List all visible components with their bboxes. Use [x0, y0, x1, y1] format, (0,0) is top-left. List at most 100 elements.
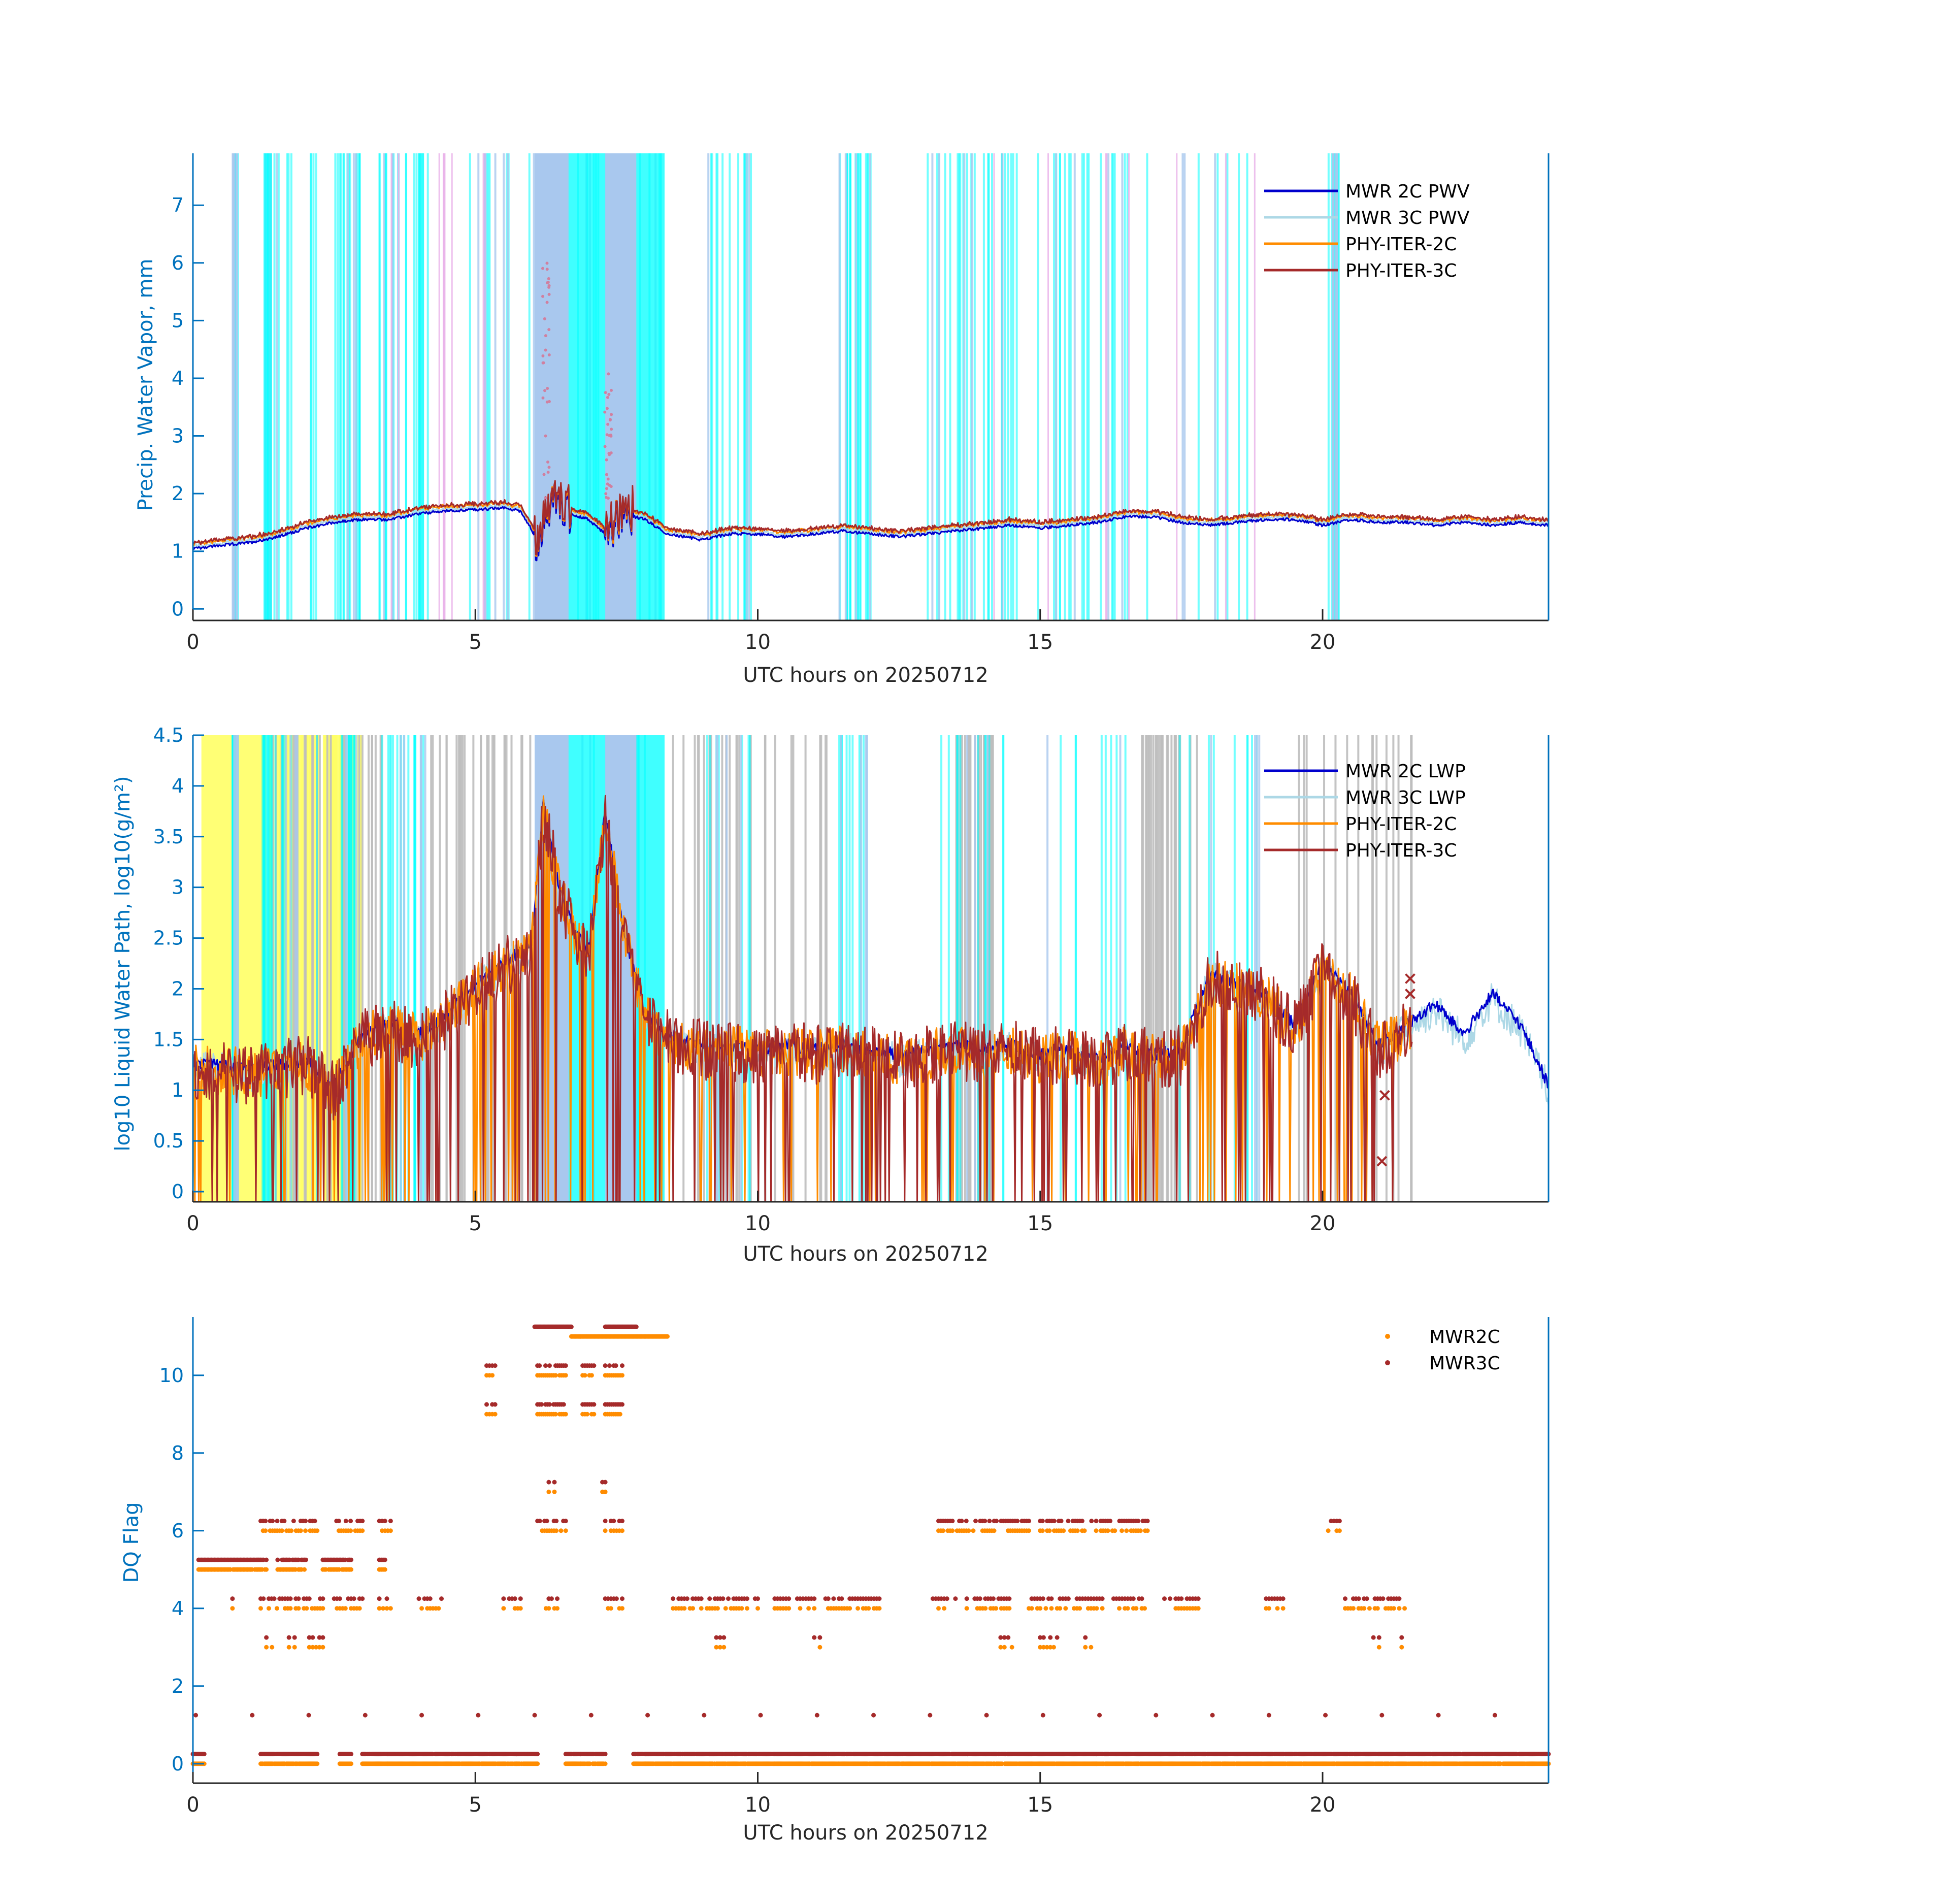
- pwv-heavy-span: [605, 153, 637, 620]
- dq-point-mwr2c-flag4: [1058, 1606, 1063, 1611]
- dq-point-mwr3c-flag6: [1337, 1519, 1342, 1524]
- dq-point-mwr3c-flag6: [1145, 1519, 1150, 1524]
- dq-point-mwr3c-flag4: [261, 1596, 266, 1601]
- dq-point-mwr3c-flag3: [998, 1635, 1003, 1640]
- pwv-rain-point: [609, 388, 613, 392]
- dq-point-mwr3c-flag4: [1397, 1596, 1402, 1601]
- dq-point-mwr3c-flag10: [492, 1363, 498, 1368]
- dq-point-mwr3c-flag4: [826, 1596, 831, 1601]
- dq-point-mwr2c-flag4: [739, 1606, 744, 1611]
- dq-point-mwr2c-flag4: [288, 1606, 293, 1611]
- pwv-rain-point: [608, 483, 611, 487]
- dq-y-axis-title: DQ Flag: [120, 1502, 143, 1583]
- dq-point-mwr3c-flag7: [603, 1480, 608, 1485]
- dq-point-mwr2c-flag6: [279, 1528, 284, 1533]
- dq-point-mwr2c-flag4: [608, 1606, 613, 1611]
- dq-point-mwr2c-flag4: [1402, 1606, 1407, 1611]
- dq-point-mwr3c-flag3: [1048, 1635, 1053, 1640]
- dq-point-mwr2c-flag6: [950, 1528, 955, 1533]
- pwv-rain-point: [542, 473, 546, 476]
- dq-point-mwr3c-flag3: [320, 1635, 325, 1640]
- lwp-y-tick-label: 0.5: [153, 1130, 184, 1152]
- dq-x-axis-title: UTC hours on 20250712: [743, 1821, 988, 1845]
- dq-point-mwr3c-flag6: [263, 1519, 268, 1524]
- dq-point-mwr2c-flag6: [348, 1528, 353, 1533]
- dq-point-mwr2c-flag4: [1094, 1606, 1099, 1611]
- dq-point-mwr3c-flag4: [549, 1596, 554, 1601]
- pwv-y-tick-label: 3: [172, 425, 184, 447]
- lwp-precip-span: [264, 735, 272, 1202]
- dq-point-mwr3c-flag4: [384, 1596, 389, 1601]
- dq-point-mwr3c-flag3: [717, 1635, 722, 1640]
- dq-point-mwr2c-flag4: [1049, 1606, 1054, 1611]
- dq-point-mwr2c-flag6: [563, 1528, 568, 1533]
- dq-point-mwr3c-flag9: [484, 1402, 489, 1407]
- dq-point-mwr2c-flag4: [296, 1606, 301, 1611]
- dq-point-mwr3c-flag6: [270, 1519, 275, 1524]
- dq-point-mwr3c-flag4: [555, 1596, 560, 1601]
- dq-point-mwr2c-flag6: [941, 1528, 946, 1533]
- dq-point-mwr2c-flag4: [994, 1606, 999, 1611]
- dq-point-mwr2c-flag4: [682, 1606, 687, 1611]
- lwp-marker-x: [1379, 1090, 1390, 1101]
- dq-point-mwr2c-flag4: [1142, 1606, 1147, 1611]
- dq-point-mwr2c-flag4: [877, 1606, 882, 1611]
- dq-point-mwr2c-flag5: [349, 1567, 353, 1572]
- dq-point-mwr3c-flag4: [839, 1596, 844, 1601]
- pwv-series-mwr3c: [192, 484, 1550, 559]
- lwp-y-tick-label: 3.5: [153, 826, 184, 848]
- dq-point-mwr3c-flag6: [994, 1519, 999, 1524]
- dq-point-mwr2c-flag6: [1112, 1528, 1117, 1533]
- dq-point-mwr3c-flag4: [518, 1596, 523, 1601]
- dq-x-tick-label: 20: [1310, 1793, 1336, 1817]
- dq-point-mwr3c-flag4: [360, 1596, 365, 1601]
- pwv-legend-mwr3c: MWR 3C PWV: [1345, 208, 1470, 228]
- dq-point-mwr2c-flag6: [1061, 1528, 1066, 1533]
- pwv-rain-point: [605, 487, 608, 490]
- pwv-rain-point: [546, 471, 550, 474]
- dq-point-mwr3c-flag4: [953, 1596, 958, 1601]
- dq-y-tick-label: 6: [172, 1520, 184, 1542]
- dq-point-mwr3c-flag10: [537, 1363, 542, 1368]
- dq-y-tick-label: 0: [172, 1753, 184, 1775]
- pwv-lines: [192, 261, 1550, 562]
- lwp-y-axis-title: log10 Liquid Water Path, log10(g/m²): [111, 776, 135, 1151]
- dq-point-mwr2c-flag4: [786, 1606, 792, 1611]
- lwp-x-axis-title: UTC hours on 20250712: [743, 1242, 988, 1266]
- dq-point-mwr2c-flag4: [377, 1606, 382, 1611]
- dq-point-mwr2c-flag6: [1105, 1528, 1110, 1533]
- lwp-y-tick-label: 3: [172, 876, 184, 899]
- lwp-legend-mwr2c: MWR 2C LWP: [1345, 761, 1466, 782]
- pwv-rain-point: [605, 473, 608, 476]
- dq-point-mwr2c-flag4: [266, 1606, 271, 1611]
- pwv-rain-point: [543, 389, 547, 392]
- dq-point-mwr2c-flag4: [274, 1606, 279, 1611]
- dq-point-mwr3c-flag3: [1038, 1635, 1043, 1640]
- dq-point-mwr3c-flag6: [360, 1519, 365, 1524]
- pwv-rain-point: [607, 372, 610, 376]
- lwp-x-tick-label: 10: [745, 1212, 771, 1235]
- pwv-y-tick-label: 2: [172, 482, 184, 505]
- dq-point-mwr2c-flag3: [717, 1645, 722, 1650]
- dq-point-mwr3c-flag4: [977, 1596, 982, 1601]
- dq-point-mwr3c-flag6: [987, 1519, 992, 1524]
- pwv-y-tick-label: 7: [172, 194, 184, 216]
- dq-point-mwr2c-flag6: [1027, 1528, 1031, 1533]
- dq-point-mwr3c-flag1: [193, 1713, 199, 1718]
- lwp-marker-x: [1405, 973, 1416, 984]
- dq-point-mwr3c-flag1: [758, 1713, 763, 1718]
- dq-point-mwr3c-flag1: [645, 1713, 650, 1718]
- dq-point-mwr3c-flag10: [603, 1363, 608, 1368]
- dq-point-mwr3c-flag4: [720, 1596, 726, 1601]
- pwv-x-tick-label: 20: [1310, 631, 1336, 654]
- dq-point-mwr3c-flag3: [1002, 1635, 1007, 1640]
- dq-point-mwr2c-flag9: [591, 1411, 597, 1417]
- dq-point-mwr3c-flag6: [973, 1519, 978, 1524]
- dq-point-mwr3c-flag7: [552, 1480, 557, 1485]
- dq-point-mwr2c-flag4: [320, 1606, 325, 1611]
- dq-point-mwr2c-flag10: [620, 1373, 624, 1378]
- dq-point-mwr2c-flag4: [620, 1606, 624, 1611]
- dq-point-mwr3c-flag3: [286, 1635, 291, 1640]
- dq-point-mwr2c-flag4: [1391, 1606, 1396, 1611]
- dq-point-mwr2c-flag6: [315, 1528, 320, 1533]
